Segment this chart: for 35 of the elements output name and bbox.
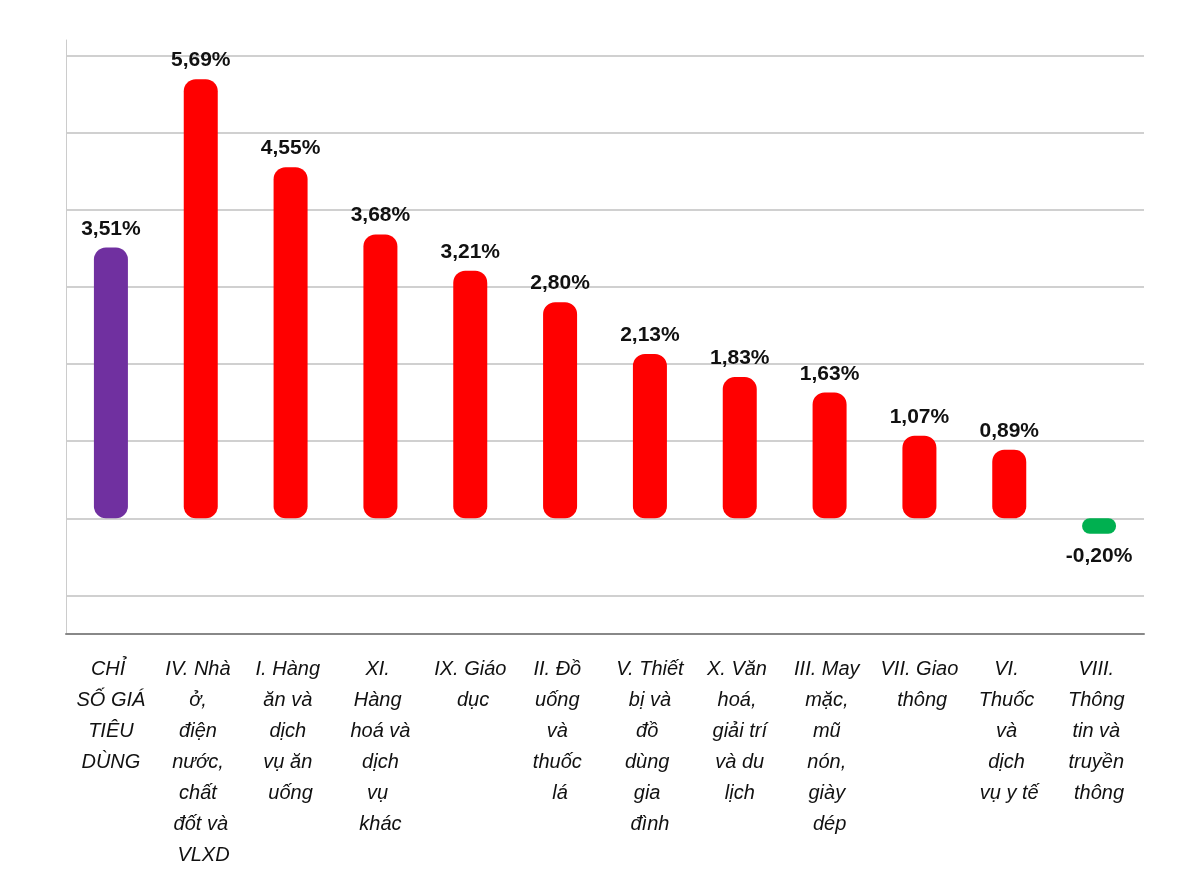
x-tick-label: VI. Thuốc và dịch vụ y tế	[978, 656, 1041, 803]
x-tick-label: XI. Hàng hoá và dịch vụ khác	[350, 656, 411, 834]
bar	[812, 392, 847, 519]
bar	[363, 234, 398, 519]
data-label: 1,63%	[799, 360, 860, 384]
x-tick-label: IX. Giáo dục	[434, 656, 507, 710]
x-tick-label: V. Thiết bị và đồ dùng gia đình	[616, 656, 686, 834]
x-tick-label: I. Hàng ăn và dịch vụ ăn uống	[255, 656, 326, 803]
x-tick-label: X. Văn hoá, giải trí và du lịch	[705, 656, 773, 803]
x-tick-label: II. Đồ uống và thuốc lá	[532, 656, 588, 803]
bar	[992, 449, 1027, 519]
data-label: 3,51%	[81, 215, 142, 239]
data-label: 3,21%	[440, 238, 501, 262]
data-label: -0,20%	[1065, 542, 1133, 566]
data-label: 0,89%	[979, 417, 1040, 441]
bar	[183, 79, 218, 519]
data-label: 5,69%	[170, 47, 231, 71]
data-label: 2,13%	[620, 321, 681, 345]
bar	[722, 377, 757, 519]
data-label: 2,80%	[530, 270, 591, 294]
bar	[632, 353, 667, 519]
bar	[902, 435, 937, 519]
bar	[543, 302, 578, 519]
x-tick-label: IV. Nhà ở, điện nước, chất đốt và VLXD	[165, 656, 237, 865]
x-tick-label: VIII. Thông tin và truyền thông	[1067, 656, 1131, 803]
x-tick-label: III. May mặc, mũ nón, giày dép	[794, 656, 866, 834]
x-tick-label: VII. Giao thông	[880, 656, 959, 710]
bar	[93, 247, 128, 519]
bar	[273, 167, 308, 519]
x-tick-label: CHỈ SỐ GIÁ TIÊU DÙNG	[76, 655, 146, 772]
data-label: 3,68%	[350, 202, 411, 226]
data-label: 1,07%	[889, 403, 950, 427]
data-label: 1,83%	[709, 345, 770, 369]
bar	[453, 270, 488, 519]
data-label: 4,55%	[260, 135, 321, 159]
